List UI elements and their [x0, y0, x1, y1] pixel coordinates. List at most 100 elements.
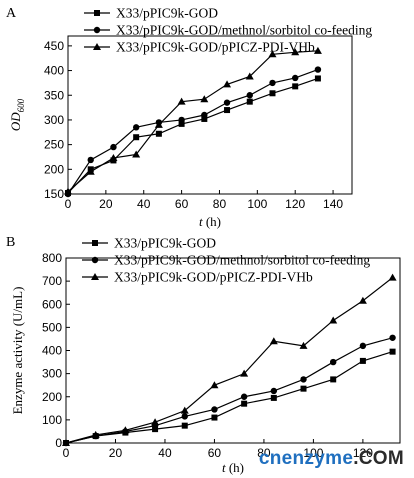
series-1: [65, 75, 321, 197]
plot-frame: [65, 257, 401, 444]
data-point: [210, 381, 219, 389]
y-tick-label: 100: [42, 413, 62, 427]
series-line: [67, 69, 319, 195]
legend-marker: [92, 240, 98, 246]
y-axis-label: Enzyme activity (U/mL): [10, 287, 25, 415]
series-line: [65, 351, 393, 444]
data-point: [240, 393, 248, 400]
series-3: [64, 46, 322, 195]
x-tick-label: 100: [303, 446, 323, 460]
legend-marker: [91, 256, 99, 264]
data-point: [358, 296, 367, 304]
data-point: [86, 167, 95, 175]
y-tick-label: 200: [42, 390, 62, 404]
data-point: [132, 150, 141, 158]
x-tick-label: 40: [137, 197, 151, 211]
data-point: [133, 134, 140, 141]
legend-label: X33/pPIC9k-GOD/pPICZ-PDI-VHb: [116, 40, 315, 55]
data-point: [240, 369, 249, 377]
data-point: [314, 66, 322, 73]
x-tick-label: 80: [257, 446, 271, 460]
series-2: [64, 66, 322, 198]
data-point: [178, 116, 185, 124]
legend-label: X33/pPIC9k-GOD/methnol/sorbitol co-feedi…: [116, 23, 372, 38]
panel-label-b: B: [6, 235, 15, 250]
data-point: [359, 357, 366, 364]
data-point: [132, 124, 140, 131]
legend-entry-1: X33/pPIC9k-GOD: [84, 6, 218, 21]
x-tick-label: 60: [175, 197, 189, 211]
data-point: [389, 348, 396, 355]
x-tick-label: 0: [63, 446, 70, 460]
y-tick-label: 450: [44, 39, 64, 53]
legend-entry-2: X33/pPIC9k-GOD/methnol/sorbitol co-feedi…: [84, 23, 372, 38]
data-point: [223, 80, 232, 88]
data-point: [269, 90, 276, 97]
data-point: [155, 130, 162, 137]
data-point: [246, 92, 253, 99]
legend-marker: [93, 26, 101, 34]
series-line: [65, 337, 393, 444]
y-tick-label: 250: [44, 138, 64, 152]
data-point: [241, 400, 248, 407]
data-point: [181, 422, 188, 429]
data-point: [211, 414, 218, 421]
y-tick-label: 800: [42, 251, 62, 265]
legend-entry-1: X33/pPIC9k-GOD: [82, 236, 216, 251]
data-point: [62, 439, 70, 446]
y-tick-label: 150: [44, 187, 64, 201]
data-point: [151, 418, 160, 426]
data-point: [64, 187, 72, 195]
data-point: [313, 46, 322, 54]
x-tick-label: 0: [65, 197, 72, 211]
y-tick-label: 200: [44, 162, 64, 176]
y-tick-label: 0: [55, 436, 62, 450]
panel-a: A 0 20 40 60 80 100 120 140 150 200 250 300 350 400 450…: [6, 6, 372, 230]
data-point: [152, 426, 159, 433]
panel-b: B 0 20 40 60 80 100 120 0 100 200 300 400 500 600 700 80…: [6, 235, 401, 475]
data-point: [178, 120, 185, 127]
y-tick-label: 300: [42, 367, 62, 381]
data-point: [180, 406, 189, 414]
legend-marker: [93, 43, 101, 50]
data-point: [300, 376, 307, 383]
legend-marker: [94, 10, 100, 16]
x-axis-label: t (h): [199, 214, 221, 229]
legend-entry-2: X33/pPIC9k-GOD/methnol/sorbitol co-feedi…: [82, 253, 370, 268]
y-tick-label: 700: [42, 274, 62, 288]
y-tick-label: 400: [44, 64, 64, 78]
data-point: [246, 98, 253, 105]
series-line: [65, 277, 393, 444]
y-tick-label: 400: [42, 344, 62, 358]
data-point: [211, 406, 218, 413]
data-point: [329, 316, 338, 324]
data-point: [330, 376, 337, 383]
data-point: [110, 143, 117, 151]
data-point: [388, 273, 397, 281]
data-point: [268, 50, 277, 58]
x-tick-label: 100: [247, 197, 267, 211]
data-point: [299, 341, 308, 349]
data-point: [201, 111, 208, 119]
legend-entry-3: X33/pPIC9k-GOD/pPICZ-PDI-VHb: [82, 270, 313, 285]
series-2: [62, 334, 396, 447]
data-point: [87, 156, 94, 164]
series-3: [62, 273, 397, 446]
data-point: [330, 358, 337, 366]
plot-frame: [67, 35, 353, 195]
panel-label-a: A: [6, 6, 17, 21]
x-tick-label: 80: [213, 197, 227, 211]
data-point: [300, 385, 307, 392]
data-point: [292, 74, 299, 82]
y-tick-label: 300: [44, 113, 64, 127]
data-point: [245, 72, 254, 80]
legend-entry-3: X33/pPIC9k-GOD/pPICZ-PDI-VHb: [84, 40, 315, 55]
data-point: [291, 48, 300, 56]
data-point: [109, 153, 118, 161]
data-point: [177, 97, 186, 105]
series-line: [67, 77, 319, 194]
x-tick-label: 140: [323, 197, 343, 211]
watermark-part2: .COM: [353, 448, 404, 469]
data-point: [292, 83, 299, 90]
